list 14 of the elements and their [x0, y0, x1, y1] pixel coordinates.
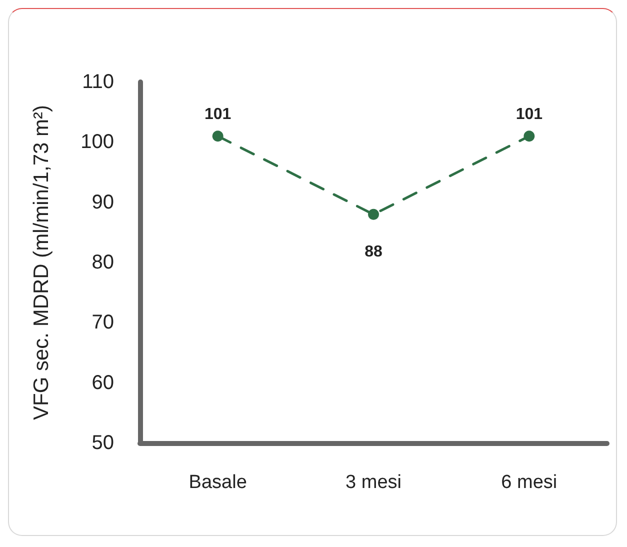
x-tick-label: Basale — [188, 472, 247, 493]
data-label: 101 — [204, 106, 232, 124]
y-tick-label: 80 — [92, 252, 114, 274]
data-label: 101 — [516, 106, 543, 124]
y-axis-title: VFG sec. MDRD (ml/min/1,73 m²) — [30, 104, 53, 420]
y-tick-label: 50 — [92, 432, 114, 454]
y-tick-label: 60 — [92, 372, 114, 394]
y-tick-label: 90 — [92, 191, 114, 214]
y-tick-label: 70 — [92, 312, 114, 334]
x-tick-label: 6 mesi — [501, 472, 558, 493]
y-tick-label: 100 — [80, 131, 114, 154]
x-tick-label: 3 mesi — [346, 472, 402, 493]
y-tick-label: 110 — [82, 71, 114, 93]
data-label: 88 — [364, 243, 382, 260]
